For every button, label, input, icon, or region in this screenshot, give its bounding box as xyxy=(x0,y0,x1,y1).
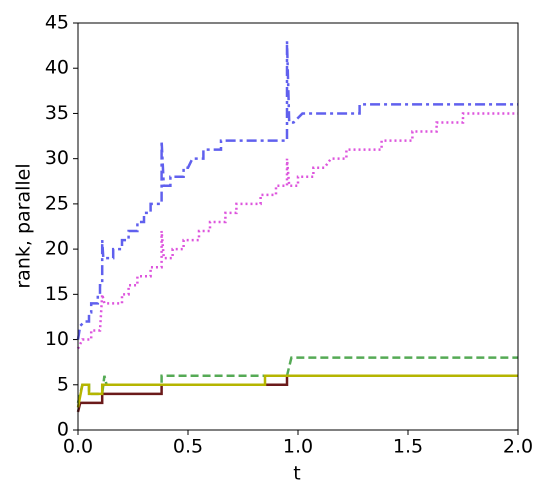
x-tick-label: 1.0 xyxy=(283,436,313,458)
y-axis-label: rank, parallel xyxy=(13,163,35,288)
y-tick-label: 5 xyxy=(57,373,69,395)
x-tick-label: 0.5 xyxy=(173,436,203,458)
y-tick-label: 15 xyxy=(45,283,69,305)
plot-frame xyxy=(77,22,519,431)
y-tick-label: 20 xyxy=(45,238,69,260)
series-line xyxy=(76,41,518,340)
y-tick-label: 40 xyxy=(45,57,69,79)
y-tick-label: 30 xyxy=(45,147,69,169)
y-tick-label: 35 xyxy=(45,102,69,124)
x-axis-label: t xyxy=(293,463,300,485)
series-line xyxy=(76,356,518,404)
y-tick-label: 45 xyxy=(45,12,69,34)
y-tick-label: 0 xyxy=(57,419,69,441)
series-line xyxy=(76,374,518,413)
x-tick-label: 2.0 xyxy=(503,436,533,458)
series-line xyxy=(76,112,518,350)
x-tick-label: 1.5 xyxy=(393,436,423,458)
y-tick-label: 25 xyxy=(45,192,69,214)
x-tick-label: 0.0 xyxy=(63,436,93,458)
series-line xyxy=(76,374,518,408)
y-tick-label: 10 xyxy=(45,328,69,350)
